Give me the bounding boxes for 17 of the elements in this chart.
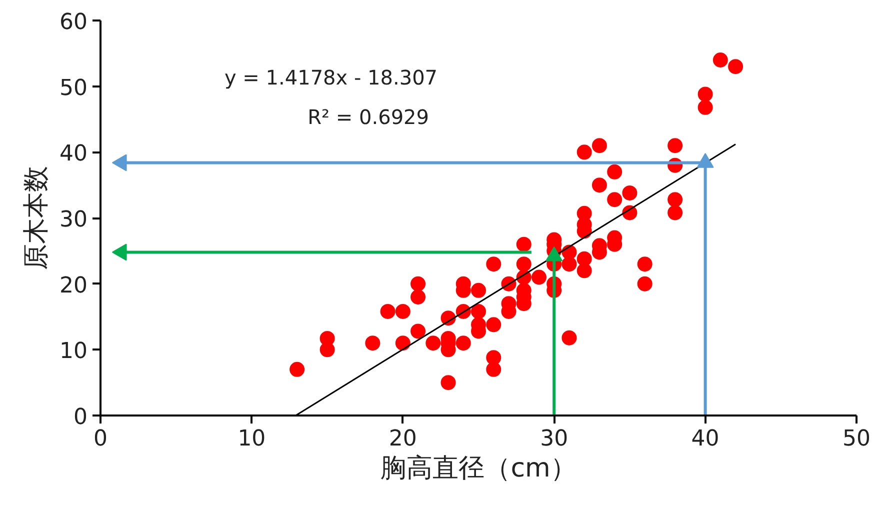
x-tick-label: 20 — [388, 426, 417, 452]
y-axis-title: 原木本数 — [22, 166, 52, 270]
y-tick-label: 20 — [60, 273, 88, 298]
y-tick-label: 30 — [60, 208, 88, 232]
y-tick-label: 60 — [60, 10, 88, 35]
x-tick-label: 30 — [540, 426, 568, 452]
y-tick-label: 0 — [74, 405, 88, 430]
annotation: R² = 0.6929 — [308, 105, 430, 130]
x-tick-label: 50 — [842, 426, 871, 452]
y-tick-label: 10 — [60, 339, 88, 364]
annotation: y = 1.4178x - 18.307 — [224, 66, 438, 90]
y-tick-label: 40 — [60, 142, 88, 167]
y-tick-label: 50 — [60, 76, 88, 101]
x-tick-label: 10 — [238, 426, 266, 452]
x-axis-title: 胸高直径（cm） — [380, 454, 576, 484]
x-tick-label: 40 — [691, 426, 720, 452]
x-tick-label: 0 — [94, 426, 108, 452]
